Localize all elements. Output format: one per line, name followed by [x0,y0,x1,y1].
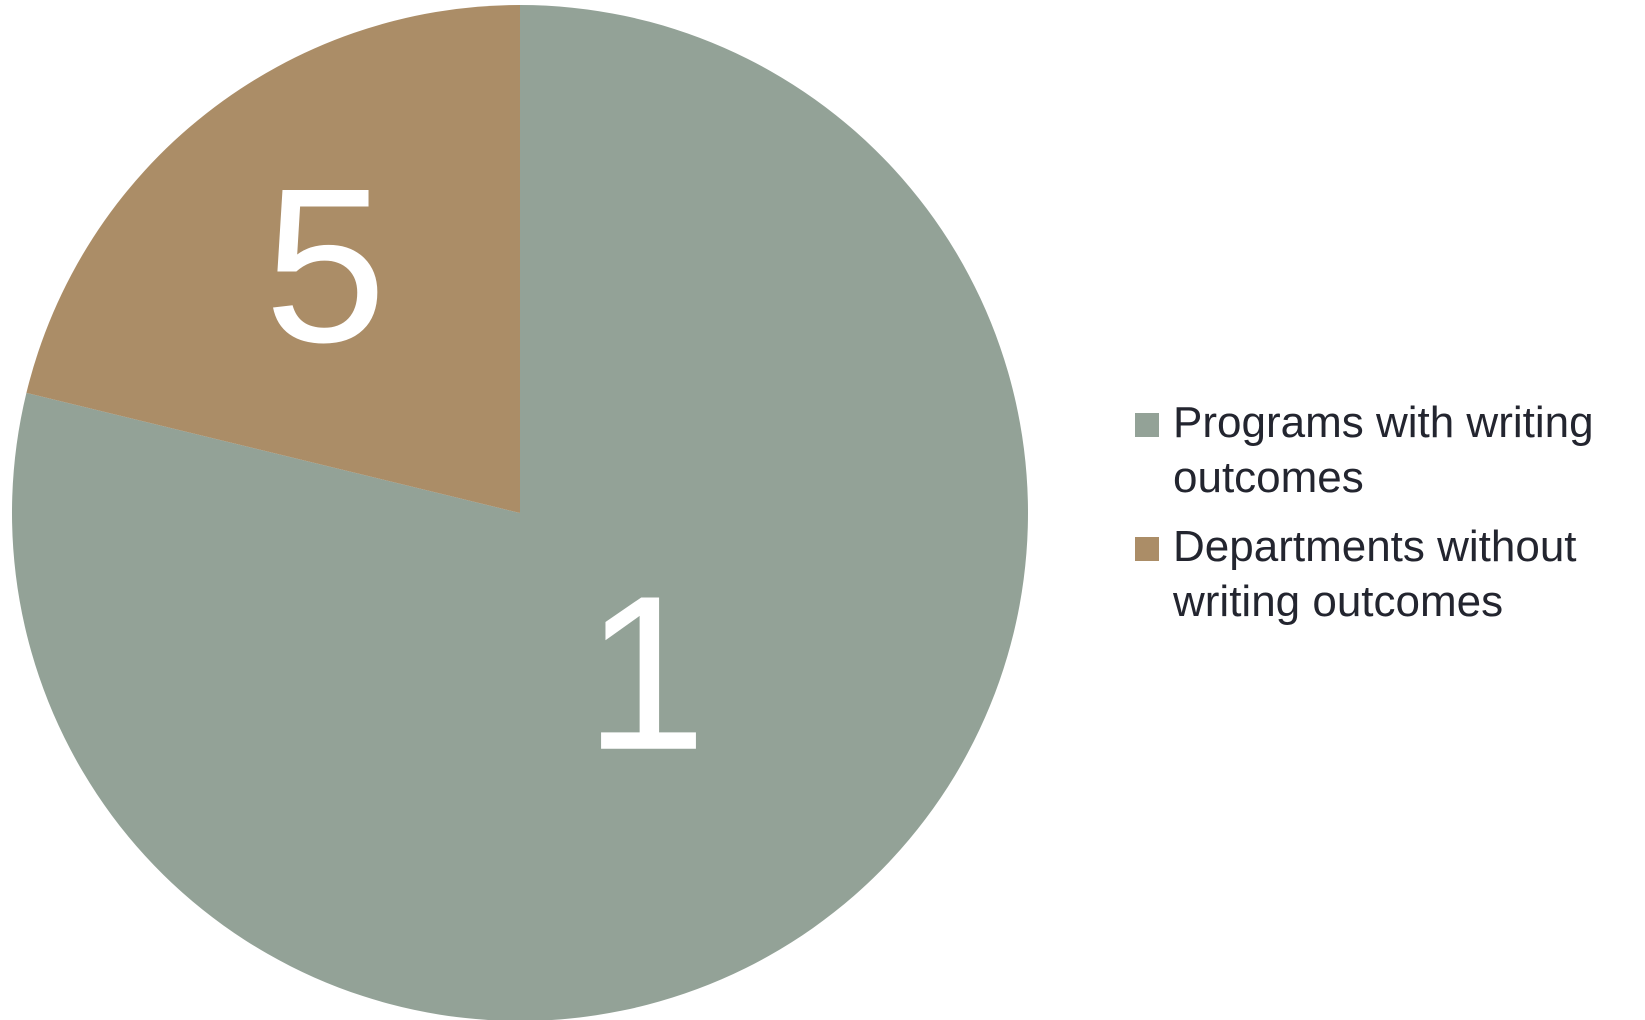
pie-slice-departments-without-writing-outcomes [26,5,520,513]
legend-label: Departments without writing outcomes [1173,522,1577,626]
legend-swatch-programs [1135,413,1159,437]
legend-swatch-departments [1135,537,1159,561]
pie-slice-programs-with-writing-outcomes [12,5,1028,1020]
data-label-departments-without-writing-outcomes: 5 [264,142,386,388]
data-label-programs-with-writing-outcomes: 1 [584,550,706,796]
legend-item-departments-without-writing-outcomes: Departments without writing outcomes [1135,519,1640,629]
legend-label: Programs with writing outcomes [1173,398,1594,502]
legend-item-programs-with-writing-outcomes: Programs with writing outcomes [1135,395,1640,505]
chart-legend: Programs with writing outcomes Departmen… [1135,395,1640,643]
